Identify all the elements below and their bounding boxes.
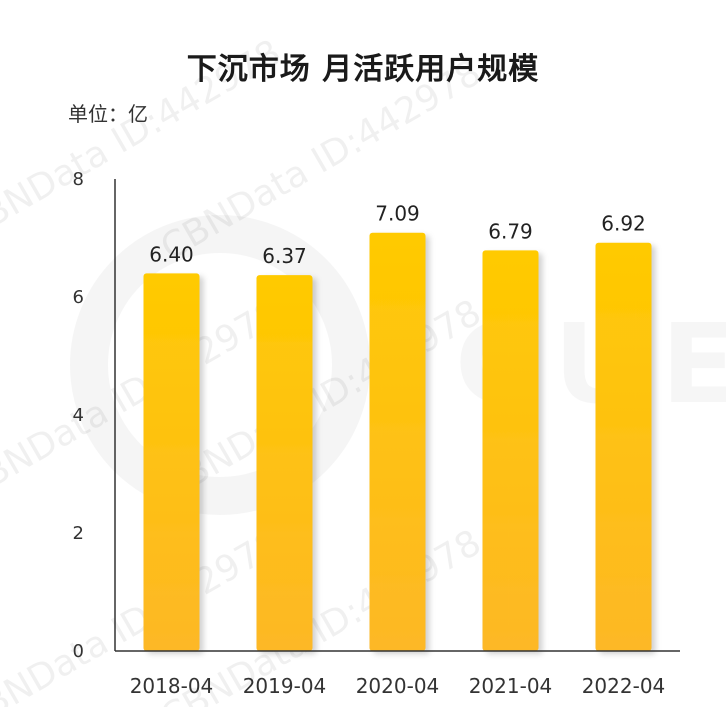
x-tick-label-2018-04: 2018-04 [130, 674, 214, 698]
y-tick-label: 2 [73, 523, 84, 544]
x-tick-label-2021-04: 2021-04 [469, 674, 553, 698]
x-tick-label-2022-04: 2022-04 [582, 674, 666, 698]
y-tick-label: 8 [73, 169, 84, 190]
bar-2019-04 [256, 275, 313, 651]
bar-2022-04 [595, 242, 652, 651]
x-tick-label-2019-04: 2019-04 [243, 674, 327, 698]
y-tick-label: 6 [73, 287, 84, 308]
unit-label: 单位：亿 [68, 102, 148, 126]
chart-title: 下沉市场 月活跃用户规模 [186, 52, 540, 87]
bar-2018-04 [143, 273, 200, 651]
data-label-2019-04: 6.37 [262, 244, 307, 268]
data-label-2022-04: 6.92 [601, 212, 646, 236]
data-label-2021-04: 6.79 [488, 219, 533, 243]
bar-2020-04 [369, 232, 426, 651]
y-tick-label: 0 [73, 641, 84, 662]
bar-2021-04 [482, 250, 539, 651]
data-label-2018-04: 6.40 [149, 242, 194, 266]
y-tick-label: 4 [73, 405, 84, 426]
data-label-2020-04: 7.09 [375, 202, 420, 226]
x-tick-label-2020-04: 2020-04 [356, 674, 440, 698]
